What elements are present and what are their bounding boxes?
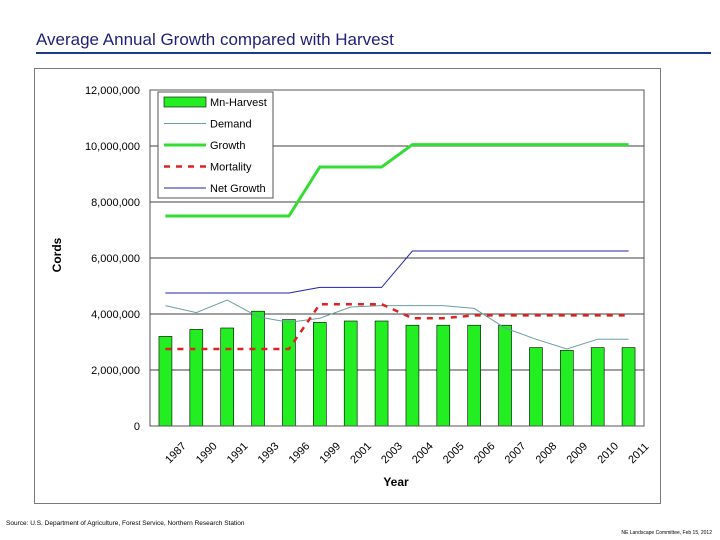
- harvest-bars: [158, 310, 636, 427]
- x-tick-label: 2009: [564, 440, 590, 466]
- net-growth-line: [165, 250, 629, 294]
- harvest-bar: [529, 347, 543, 427]
- x-tick-label: 2004: [410, 440, 436, 466]
- y-tick-labels: 0 2,000,000 4,000,000 6,000,000 8,000,000 10,…: [85, 85, 140, 433]
- harvest-bar: [220, 327, 234, 427]
- growth-harvest-chart: 0 2,000,000 4,000,000 6,000,000 8,000,000 10,…: [50, 85, 651, 489]
- x-tick-label: 2006: [472, 440, 498, 466]
- plot-area-border: [149, 89, 645, 427]
- x-tick-label: 2003: [379, 440, 405, 466]
- mortality-line: [165, 302, 629, 351]
- harvest-bar: [560, 350, 574, 427]
- harvest-bar: [251, 310, 265, 427]
- legend-label: Net Growth: [210, 183, 266, 195]
- x-tick-label: 1990: [194, 440, 220, 466]
- harvest-bar: [621, 347, 636, 427]
- growth-line: [165, 143, 629, 218]
- y-tick-label: 4,000,000: [91, 309, 140, 321]
- y-tick-label: 10,000,000: [85, 141, 140, 153]
- y-tick-label: 2,000,000: [91, 365, 140, 377]
- y-axis-title: Cords: [50, 237, 64, 272]
- x-tick-label: 2008: [534, 440, 560, 466]
- source-note: Source: U.S. Department of Agriculture, …: [6, 520, 245, 527]
- footer-note: NE Landscape Committee, Feb 15, 2012: [621, 530, 712, 536]
- legend-label: Growth: [210, 140, 245, 152]
- harvest-bar: [313, 322, 327, 427]
- x-tick-label: 2005: [441, 440, 467, 466]
- legend: Mn-Harvest Demand Growth Mortality Net Growt…: [157, 91, 274, 199]
- harvest-bar: [282, 319, 296, 427]
- x-tick-label: 2001: [348, 440, 374, 466]
- x-tick-label: 2011: [626, 441, 651, 466]
- harvest-bar: [590, 347, 605, 427]
- y-tick-label: 12,000,000: [85, 85, 140, 97]
- title-rule: [36, 52, 711, 54]
- x-tick-label: 2010: [595, 440, 621, 466]
- x-tick-label: 2007: [503, 440, 529, 466]
- x-tick-label: 1993: [256, 440, 282, 466]
- harvest-bar: [436, 324, 451, 427]
- harvest-bar: [405, 324, 420, 427]
- legend-swatch: [163, 96, 207, 108]
- harvest-bar: [343, 320, 358, 427]
- harvest-bar: [374, 320, 389, 427]
- x-axis-title: Year: [383, 475, 409, 489]
- slide-title: Average Annual Growth compared with Harv…: [36, 30, 394, 49]
- x-tick-labels: 1987 1990 1991 1993 1996 1999 2001 2003 2004 2005…: [163, 440, 651, 466]
- harvest-bar: [467, 324, 481, 427]
- x-tick-label: 1996: [287, 440, 313, 466]
- demand-line: [165, 299, 629, 350]
- y-tick-label: 8,000,000: [91, 197, 140, 209]
- harvest-bar: [498, 324, 512, 427]
- chart-frame: 0 2,000,000 4,000,000 6,000,000 8,000,000 10,…: [34, 68, 661, 504]
- x-tick-label: 1991: [225, 440, 251, 466]
- legend-label: Mortality: [210, 162, 252, 174]
- y-tick-label: 6,000,000: [91, 253, 140, 265]
- y-tick-label: 0: [134, 421, 140, 433]
- harvest-bar: [189, 329, 204, 427]
- legend-label: Demand: [210, 119, 252, 131]
- x-tick-label: 1987: [163, 440, 189, 466]
- legend-label: Mn-Harvest: [210, 97, 267, 109]
- x-tick-label: 1999: [317, 440, 343, 466]
- series-lines: [165, 143, 629, 351]
